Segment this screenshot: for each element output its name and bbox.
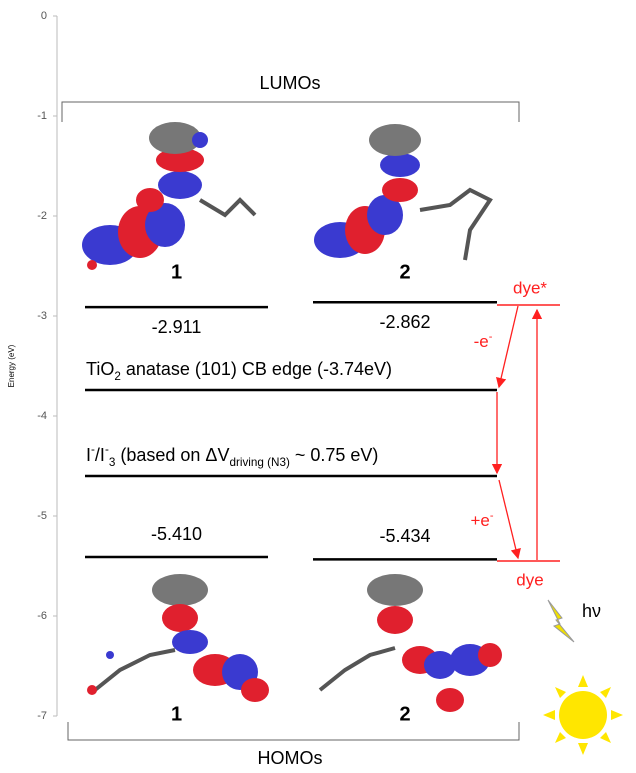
y-tick-label: 0 (41, 10, 47, 22)
bracket (68, 722, 519, 740)
bracket-label: HOMOs (258, 748, 323, 768)
label-part: -e (474, 332, 489, 351)
label-part: (based on ΔV (115, 445, 229, 465)
molecule-lumo-2 (314, 124, 490, 260)
light-label: hν (582, 601, 601, 621)
molecule-number: 2 (399, 703, 410, 725)
rich-label: -e- (474, 331, 493, 352)
label-part: driving (N3) (229, 456, 290, 469)
label-part: TiO (86, 359, 114, 379)
dye-label: dye* (513, 278, 547, 297)
sun (543, 675, 623, 755)
y-tick-label: -7 (37, 710, 47, 722)
rich-label: I-/I-3 (based on ΔVdriving (N3) ~ 0.75 e… (86, 443, 378, 469)
label-part: ~ 0.75 eV) (290, 445, 379, 465)
bracket (62, 102, 519, 122)
y-tick-label: -5 (37, 510, 47, 522)
molecule-lumo-1 (82, 122, 255, 270)
molecule-number: 1 (171, 703, 182, 725)
y-tick-label: -6 (37, 610, 47, 622)
transfer-arrows (497, 306, 537, 560)
molecule-number: 2 (399, 261, 410, 283)
lightning (548, 600, 574, 642)
value-label: -5.410 (151, 524, 202, 544)
molecule-homo-2 (320, 574, 502, 712)
chart: 0 -1 -2 -3 -4 -5 -6 -7 Energy (eV) LUMOs HOMOs 1 1 2 2… (0, 0, 636, 773)
rich-label: +e- (470, 510, 493, 531)
dye-label: dye (516, 570, 543, 589)
rich-label: TiO2 anatase (101) CB edge (-3.74eV) (86, 359, 392, 383)
y-tick-label: -2 (37, 210, 47, 222)
molecule-homo-1 (87, 574, 269, 702)
label-part: /I (95, 445, 105, 465)
value-label: -5.434 (379, 526, 430, 546)
label-part: - (490, 510, 494, 522)
label-part: +e (470, 511, 489, 530)
value-label: -2.911 (152, 317, 202, 337)
molecule-number: 1 (171, 261, 182, 283)
y-tick-label: -4 (37, 410, 47, 422)
y-tick-label: -1 (37, 110, 47, 122)
label-part: - (105, 443, 109, 456)
bracket-label: LUMOs (259, 73, 320, 93)
label-part: - (489, 331, 493, 343)
label-part: anatase (101) CB edge (-3.74eV) (121, 359, 392, 379)
y-axis-label: Energy (eV) (7, 344, 16, 387)
y-tick-label: -3 (37, 310, 47, 322)
value-label: -2.862 (379, 312, 430, 332)
